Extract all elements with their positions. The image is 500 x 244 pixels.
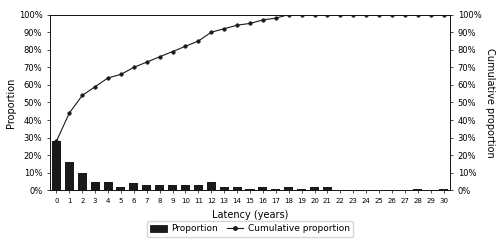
Bar — [439, 189, 448, 190]
Legend: Proportion, Cumulative proportion: Proportion, Cumulative proportion — [146, 221, 354, 237]
Bar — [246, 189, 254, 190]
Bar — [90, 182, 100, 190]
Bar — [116, 187, 126, 190]
Bar — [323, 187, 332, 190]
Bar — [310, 187, 319, 190]
Y-axis label: Proportion: Proportion — [6, 77, 16, 128]
Bar — [297, 189, 306, 190]
Bar — [258, 187, 268, 190]
Bar — [52, 141, 61, 190]
Bar — [104, 182, 112, 190]
Bar — [272, 189, 280, 190]
X-axis label: Latency (years): Latency (years) — [212, 210, 288, 220]
Bar — [168, 185, 177, 190]
Bar — [413, 189, 422, 190]
Bar — [142, 185, 152, 190]
Bar — [155, 185, 164, 190]
Bar — [194, 185, 203, 190]
Bar — [284, 187, 293, 190]
Bar — [220, 187, 228, 190]
Bar — [130, 183, 138, 190]
Bar — [207, 182, 216, 190]
Y-axis label: Cumulative proportion: Cumulative proportion — [486, 48, 496, 157]
Bar — [181, 185, 190, 190]
Bar — [78, 173, 87, 190]
Bar — [65, 162, 74, 190]
Bar — [232, 187, 241, 190]
